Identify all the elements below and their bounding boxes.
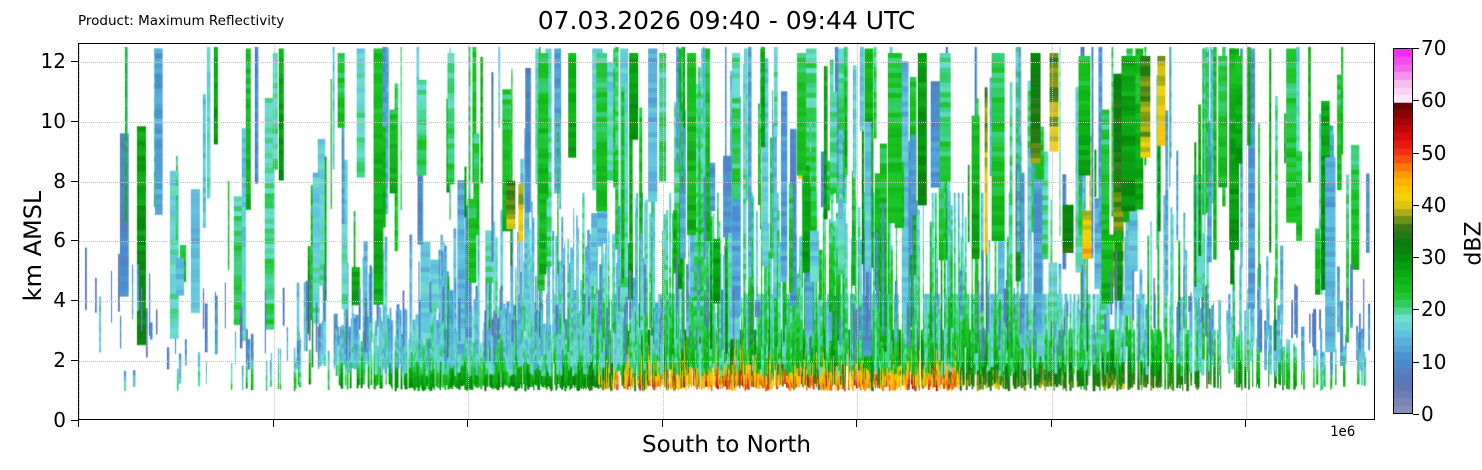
colorbar-tick-mark bbox=[1413, 309, 1419, 311]
gridline-vertical bbox=[79, 44, 80, 419]
x-axis-tick-mark bbox=[78, 420, 79, 427]
colorbar-tick-label: 70 bbox=[1421, 36, 1447, 60]
x-axis-tick-mark bbox=[467, 420, 469, 427]
colorbar-tick-label: 60 bbox=[1421, 88, 1447, 113]
x-axis-tick-mark bbox=[661, 420, 663, 427]
y-axis-tick-label: 10 bbox=[40, 108, 66, 133]
gridline-horizontal bbox=[79, 361, 1374, 363]
y-axis-tick-label: 12 bbox=[40, 48, 66, 73]
colorbar bbox=[1393, 48, 1413, 414]
product-label: Product: Maximum Reflectivity bbox=[78, 13, 285, 29]
gridline-horizontal bbox=[79, 181, 1374, 183]
colorbar-tick-mark bbox=[1413, 152, 1419, 154]
colorbar-tick-label: 40 bbox=[1421, 192, 1447, 217]
gridline-horizontal bbox=[79, 241, 1374, 243]
gridline-horizontal bbox=[79, 61, 1374, 63]
colorbar-tick-label: 50 bbox=[1421, 140, 1447, 165]
colorbar-tick-label: 20 bbox=[1421, 297, 1447, 322]
gridline-vertical bbox=[273, 44, 275, 419]
colorbar-tick-label: 30 bbox=[1421, 245, 1447, 270]
x-axis-tick-mark bbox=[1050, 420, 1052, 427]
y-axis-tick-mark bbox=[71, 300, 78, 302]
y-axis-label: km AMSL bbox=[19, 190, 47, 302]
colorbar-tick-mark bbox=[1413, 414, 1419, 415]
x-axis-label: South to North bbox=[642, 432, 811, 458]
y-axis-tick-label: 6 bbox=[53, 228, 66, 253]
colorbar-tick-label: 0 bbox=[1421, 402, 1434, 426]
gridline-horizontal bbox=[79, 301, 1374, 303]
reflectivity-heatmap-canvas bbox=[79, 44, 1374, 419]
colorbar-tick-mark bbox=[1413, 361, 1419, 363]
y-axis-tick-label: 0 bbox=[53, 408, 66, 432]
colorbar-tick-label: 10 bbox=[1421, 349, 1447, 374]
x-axis-tick-mark bbox=[856, 420, 858, 427]
gridline-vertical bbox=[1246, 44, 1248, 419]
plot-area bbox=[78, 43, 1375, 420]
y-axis-tick-mark bbox=[71, 60, 78, 62]
x-axis-offset-text: 1e6 bbox=[1330, 424, 1356, 440]
y-axis-tick-label: 4 bbox=[53, 288, 66, 313]
colorbar-label: dBZ bbox=[1461, 221, 1482, 266]
gridline-vertical bbox=[857, 44, 859, 419]
y-axis-tick-mark bbox=[71, 120, 78, 122]
gridline-vertical bbox=[1051, 44, 1053, 419]
y-axis-tick-label: 2 bbox=[53, 348, 66, 373]
y-axis-tick-mark bbox=[71, 240, 78, 242]
y-axis-tick-mark bbox=[71, 420, 78, 421]
colorbar-tick-mark bbox=[1413, 48, 1419, 49]
colorbar-tick-mark bbox=[1413, 257, 1419, 259]
y-axis-tick-mark bbox=[71, 360, 78, 362]
y-axis-tick-label: 8 bbox=[53, 168, 66, 193]
colorbar-tick-mark bbox=[1413, 100, 1419, 102]
colorbar-tick-mark bbox=[1413, 204, 1419, 206]
x-axis-tick-mark bbox=[272, 420, 274, 427]
page-title: 07.03.2026 09:40 - 09:44 UTC bbox=[537, 6, 916, 35]
gridline-vertical bbox=[662, 44, 664, 419]
y-axis-tick-mark bbox=[71, 180, 78, 182]
colorbar-gradient bbox=[1394, 49, 1412, 413]
gridline-vertical bbox=[468, 44, 470, 419]
gridline-horizontal bbox=[79, 121, 1374, 123]
x-axis-tick-mark bbox=[1245, 420, 1247, 427]
